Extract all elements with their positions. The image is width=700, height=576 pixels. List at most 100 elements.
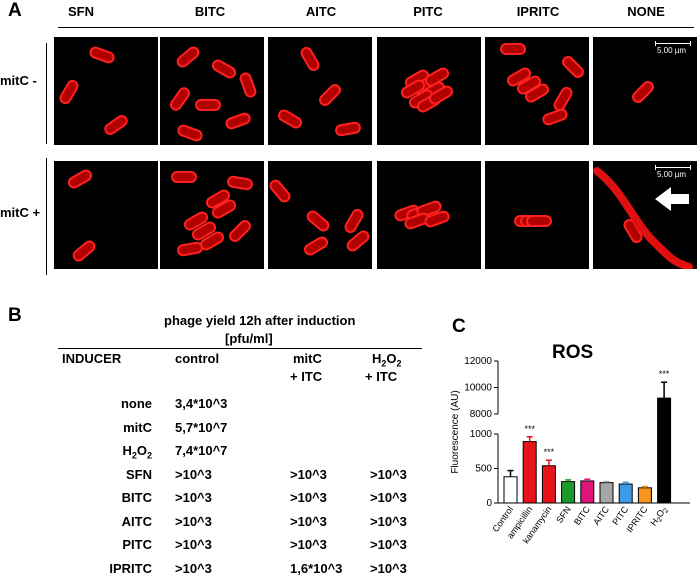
- chart-title: ROS: [552, 342, 594, 363]
- bacterium-cell: [72, 240, 96, 262]
- scale-bar-label: 5.00 µm: [657, 170, 687, 179]
- column-header-pitc: PITC: [413, 4, 443, 19]
- bar-aitc: [599, 482, 614, 504]
- bacterium-cell: [177, 241, 203, 257]
- y-tick-label: 8000: [470, 409, 493, 420]
- bacterium-cell: [400, 79, 426, 99]
- scale-bar-label: 5.00 µm: [657, 46, 687, 55]
- bacterium-cell: [344, 208, 364, 234]
- micrograph-tile: [160, 161, 264, 269]
- header-h2o2: H2O2: [372, 351, 402, 369]
- significance-marker: ***: [544, 447, 555, 457]
- micrograph-tile: [160, 37, 264, 145]
- table-cell-inducer: H2O2: [122, 443, 152, 461]
- header-h2o2-itc: + ITC: [365, 369, 398, 384]
- bacterium-cell: [211, 199, 237, 219]
- bacterium-cell: [623, 218, 643, 244]
- micrograph-tile: [54, 161, 158, 269]
- x-tick-label: H2O2: [648, 504, 670, 528]
- scale-bar: [655, 43, 691, 44]
- bacterium-cell: [428, 85, 454, 105]
- micrograph-image: [269, 179, 370, 256]
- table-cell-inducer: SFN: [126, 466, 152, 482]
- bacterium-cell: [300, 46, 320, 72]
- bar-bitc: [580, 480, 595, 504]
- bacterium-cell: [424, 67, 450, 87]
- micrograph-image: [500, 43, 584, 126]
- filamentous-cell: [593, 167, 693, 269]
- table-header-line: [58, 348, 422, 349]
- micrograph-tile: 5.00 µm: [593, 37, 697, 145]
- bacterium-cell: [277, 109, 303, 129]
- bacterium-cell: [177, 124, 203, 142]
- scale-bar-tick: [690, 41, 691, 46]
- bacterium-cell: [195, 99, 221, 111]
- micrograph-image: [394, 200, 450, 230]
- table-cell-inducer: BITC: [121, 490, 152, 505]
- significance-marker: ***: [659, 369, 670, 379]
- bacterium-cell: [524, 83, 550, 103]
- micrograph-image: [632, 81, 654, 103]
- table-cell-h2o2-itc: >10^3: [370, 466, 407, 482]
- micrograph-tile: [268, 161, 372, 269]
- bacterium-cell: [632, 81, 654, 103]
- micrograph-image: [67, 169, 96, 262]
- row-bracket-mitc-plus: [46, 158, 47, 275]
- micrograph-tile: [485, 161, 589, 269]
- table-cell-inducer: PITC: [122, 537, 152, 552]
- column-header-aitc: AITC: [305, 4, 337, 19]
- significance-marker: ***: [524, 424, 535, 434]
- bacterium-cell: [104, 114, 128, 136]
- column-header-none: NONE: [627, 4, 665, 19]
- panel-b-label: B: [8, 305, 22, 326]
- bacterium-cell: [303, 236, 329, 256]
- table-title: phage yield 12h after induction: [164, 313, 356, 328]
- x-tick-label: IPRITC: [624, 504, 649, 534]
- table-cell-inducer: mitC: [123, 419, 152, 435]
- scale-bar-tick: [690, 165, 691, 170]
- micrograph-tile: [377, 161, 481, 269]
- table-cell-inducer: AITC: [121, 513, 152, 529]
- x-tick-label: SFN: [554, 504, 573, 524]
- table-cell-control: 3,4*10^3: [175, 396, 228, 411]
- bacterium-cell: [176, 46, 200, 68]
- y-tick-label: 1000: [470, 429, 493, 440]
- bacterium-cell: [506, 67, 532, 87]
- micrograph-tile: [268, 37, 372, 145]
- bacterium-cell: [562, 56, 584, 78]
- bar-kanamycin: [541, 465, 556, 504]
- bacterium-cell: [229, 220, 251, 242]
- y-tick-label: 12000: [464, 356, 492, 367]
- table-cell-inducer: none: [120, 396, 152, 411]
- scale-bar-tick: [655, 165, 656, 170]
- bacterium-cell: [306, 210, 330, 232]
- panel-a-label: A: [8, 0, 22, 21]
- micrograph-tile: [54, 37, 158, 145]
- header-mitc: mitC: [293, 351, 322, 366]
- bacterium-cell: [59, 79, 79, 105]
- column-header-ipritc: IPRITC: [516, 4, 560, 19]
- y-tick-label: 500: [475, 464, 492, 475]
- micrograph-image: [593, 167, 693, 269]
- bacterium-cell: [183, 211, 209, 231]
- micrograph-image: [169, 46, 257, 142]
- table-cell-h2o2-itc: >10^3: [370, 513, 407, 529]
- bacterium-cell: [319, 84, 341, 106]
- table-cell-h2o2-itc: >10^3: [370, 490, 407, 505]
- table-cell-control: >10^3: [175, 466, 212, 482]
- bar-h2o2: [657, 397, 672, 504]
- table-cell-control: >10^3: [175, 490, 212, 505]
- row-label-mitc-minus: mitC -: [0, 73, 37, 88]
- table-cell-mitc-itc: >10^3: [290, 513, 327, 529]
- bacterium-cell: [542, 108, 568, 126]
- bacterium-cell: [191, 221, 217, 241]
- row-bracket-mitc-minus: [46, 43, 47, 144]
- micrograph-image: [514, 215, 552, 227]
- bacterium-cell: [269, 179, 291, 203]
- panel-a-header-line: [58, 27, 694, 28]
- y-tick-label: 0: [486, 498, 492, 509]
- bacterium-cell: [500, 43, 526, 55]
- table-cell-control: >10^3: [175, 513, 212, 529]
- arrow-pointer-icon: [655, 187, 689, 211]
- bacterium-cell: [205, 189, 231, 209]
